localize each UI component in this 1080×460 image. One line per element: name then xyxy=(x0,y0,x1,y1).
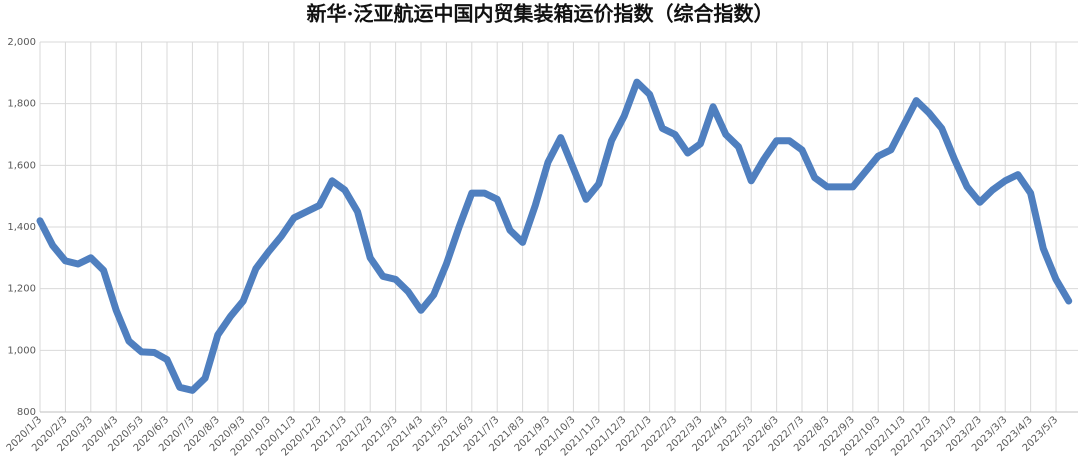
y-tick-label: 2,000 xyxy=(7,37,36,48)
chart-title: 新华·泛亚航运中国内贸集装箱运价指数（综合指数） xyxy=(307,2,774,26)
series-line xyxy=(36,78,1073,394)
y-tick-label: 1,400 xyxy=(7,222,36,233)
y-tick-label: 1,200 xyxy=(7,284,36,295)
y-tick-label: 1,800 xyxy=(7,99,36,110)
y-tick-label: 800 xyxy=(17,407,36,418)
y-tick-label: 1,600 xyxy=(7,160,36,171)
y-tick-label: 1,000 xyxy=(7,345,36,356)
